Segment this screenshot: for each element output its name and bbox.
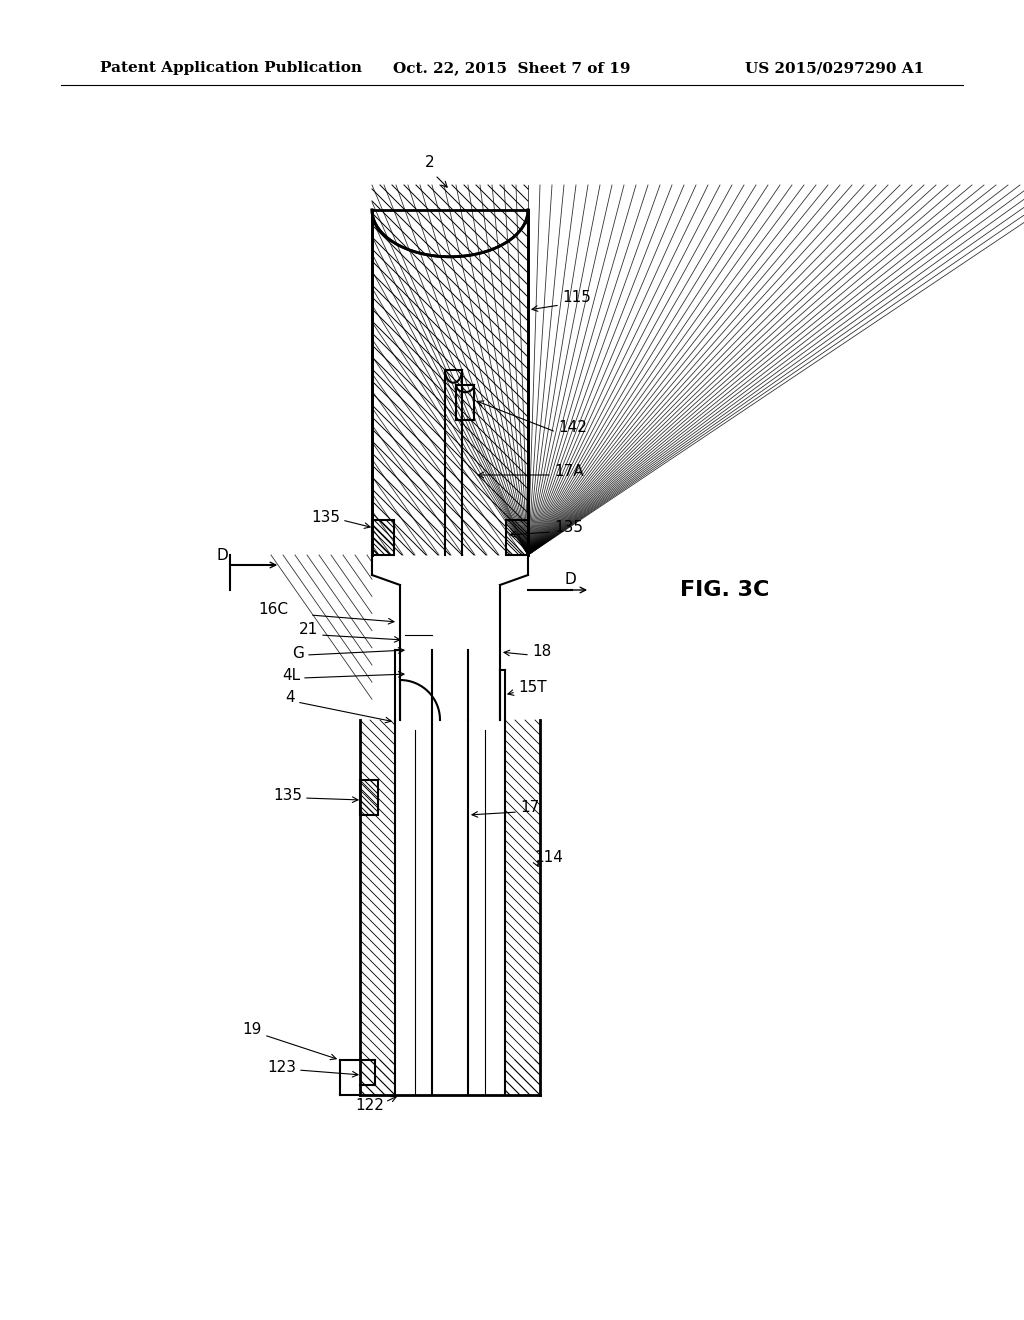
Bar [360, 780, 378, 814]
Text: 123: 123 [267, 1060, 296, 1076]
Text: 18: 18 [532, 644, 551, 660]
Text: 2: 2 [425, 154, 435, 170]
Text: 21: 21 [299, 623, 318, 638]
Text: D: D [564, 573, 575, 587]
Bar [506, 520, 528, 554]
Text: 16C: 16C [258, 602, 288, 618]
Text: 4L: 4L [282, 668, 300, 684]
Text: 135: 135 [273, 788, 302, 803]
Text: D: D [216, 548, 228, 562]
Text: 142: 142 [558, 421, 587, 436]
Text: US 2015/0297290 A1: US 2015/0297290 A1 [744, 61, 924, 75]
Text: 17A: 17A [554, 465, 584, 479]
Text: FIG. 3C: FIG. 3C [680, 579, 769, 601]
Text: 135: 135 [311, 510, 340, 524]
Text: 122: 122 [355, 1098, 384, 1113]
Text: 15T: 15T [518, 681, 547, 696]
Bar [372, 520, 394, 554]
Text: 17: 17 [520, 800, 540, 816]
Text: 115: 115 [562, 290, 591, 305]
Text: 135: 135 [554, 520, 583, 536]
Text: 114: 114 [534, 850, 563, 866]
Bar [372, 210, 528, 554]
Text: G: G [292, 645, 304, 660]
Text: 19: 19 [243, 1023, 262, 1038]
Text: Patent Application Publication: Patent Application Publication [100, 61, 362, 75]
Text: Oct. 22, 2015  Sheet 7 of 19: Oct. 22, 2015 Sheet 7 of 19 [393, 61, 631, 75]
Text: 4: 4 [286, 690, 295, 705]
